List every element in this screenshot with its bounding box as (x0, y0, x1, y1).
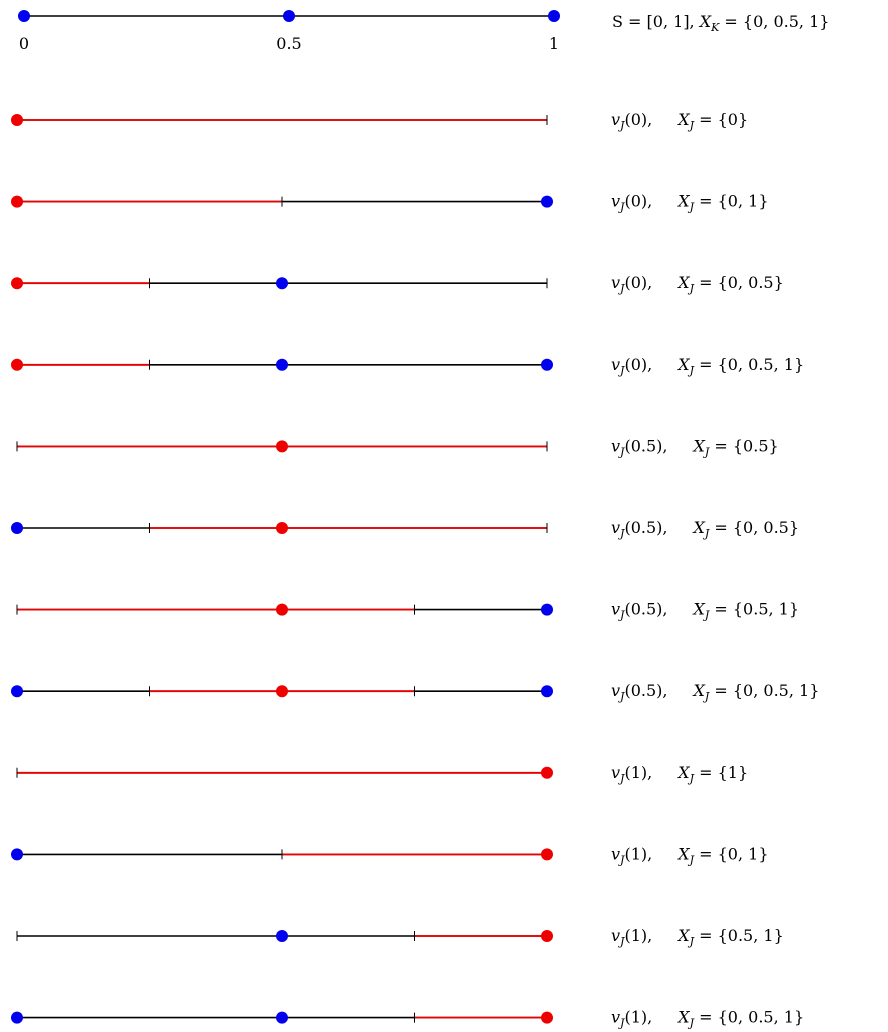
header-point (548, 10, 560, 22)
selected-point (276, 685, 288, 698)
row-label: vJ(0), XJ = {0, 0.5, 1} (611, 355, 804, 377)
point (276, 1011, 288, 1024)
point (541, 603, 553, 616)
row-label: vJ(0), XJ = {0} (611, 110, 748, 132)
header-point (283, 10, 295, 22)
selected-point (11, 195, 23, 208)
header-tick-label: 0 (19, 34, 29, 53)
row-label: vJ(0.5), XJ = {0.5, 1} (611, 600, 799, 622)
point (11, 522, 23, 534)
selected-point (276, 522, 288, 534)
point (541, 685, 553, 698)
row-label: vJ(0.5), XJ = {0.5} (611, 436, 779, 458)
selected-point (276, 440, 288, 453)
selected-point (11, 114, 23, 126)
header-caption: S = [0, 1], XK = {0, 0.5, 1} (612, 12, 829, 34)
selected-point (11, 277, 23, 290)
point (11, 848, 23, 861)
row-label: vJ(1), XJ = {1} (611, 763, 748, 785)
point (11, 685, 23, 698)
header-point (18, 10, 30, 22)
point (541, 195, 553, 208)
point (541, 358, 553, 371)
row-label: vJ(0), XJ = {0, 0.5} (611, 273, 784, 295)
point (11, 1011, 23, 1024)
row-label: vJ(0), XJ = {0, 1} (611, 192, 769, 214)
row-label: vJ(1), XJ = {0, 0.5, 1} (611, 1008, 804, 1030)
header-tick-label: 0.5 (276, 34, 301, 53)
selected-point (541, 1011, 553, 1024)
row-label: vJ(1), XJ = {0, 1} (611, 844, 769, 866)
row-label: vJ(1), XJ = {0.5, 1} (611, 926, 784, 948)
selected-point (541, 930, 553, 942)
selected-point (541, 848, 553, 861)
header-tick-label: 1 (549, 34, 559, 53)
point (276, 930, 288, 942)
selected-point (276, 603, 288, 616)
row-label: vJ(0.5), XJ = {0, 0.5, 1} (611, 681, 819, 703)
point (276, 277, 288, 290)
selected-point (541, 766, 553, 779)
row-label: vJ(0.5), XJ = {0, 0.5} (611, 518, 799, 540)
point (276, 358, 288, 371)
selected-point (11, 358, 23, 371)
